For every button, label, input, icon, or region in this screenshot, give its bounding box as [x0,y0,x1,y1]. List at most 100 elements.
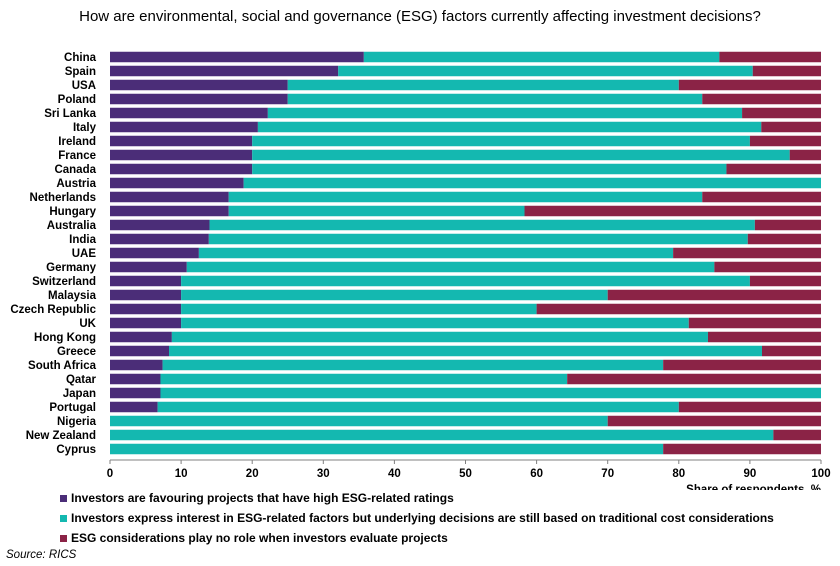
x-tick-label-90: 90 [744,468,757,480]
category-label-qatar: Qatar [66,374,97,386]
x-tick-label-60: 60 [530,468,543,480]
category-label-malaysia: Malaysia [48,290,97,302]
bar-spain-series-2 [752,65,821,77]
bar-australia-series-1 [209,219,755,231]
bar-portugal-series-1 [157,401,679,413]
bar-ireland-series-0 [110,135,253,147]
bar-spain-series-1 [338,65,753,77]
x-tick-label-0: 0 [107,468,113,480]
category-label-new-zealand: New Zealand [26,430,96,442]
bar-south-africa-series-0 [110,359,163,371]
bar-portugal-series-2 [678,401,821,413]
bar-germany-series-2 [714,261,821,273]
bar-cyprus-series-1 [110,443,664,455]
category-label-cyprus: Cyprus [56,444,96,456]
legend-item-no-role: ESG considerations play no role when inv… [60,528,774,548]
bar-austria-series-0 [110,177,244,189]
bar-poland-series-1 [287,93,703,105]
category-label-india: India [69,234,96,246]
category-label-usa: USA [72,80,96,92]
legend-item-favouring: Investors are favouring projects that ha… [60,488,774,508]
bar-uk-series-0 [110,317,182,329]
legend-label-interest: Investors express interest in ESG-relate… [71,511,774,525]
x-tick-label-30: 30 [317,468,330,480]
bar-hong-kong-series-2 [707,331,821,343]
category-label-czech-republic: Czech Republic [10,304,96,316]
category-label-uae: UAE [72,248,97,260]
bar-czech-republic-series-0 [110,303,182,315]
source-note: Source: RICS [6,549,77,561]
x-tick-label-50: 50 [459,468,472,480]
x-tick-label-70: 70 [601,468,614,480]
bar-new-zealand-series-1 [110,429,774,441]
bar-australia-series-0 [110,219,210,231]
bar-japan-series-1 [160,387,821,399]
bar-switzerland-series-2 [749,275,821,287]
bar-qatar-series-1 [160,373,568,385]
bar-qatar-series-2 [567,373,821,385]
bar-czech-republic-series-2 [536,303,821,315]
bar-germany-series-1 [186,261,715,273]
x-tick-label-80: 80 [672,468,685,480]
bar-china-series-2 [719,51,821,63]
category-label-ireland: Ireland [58,136,96,148]
bar-poland-series-0 [110,93,288,105]
bar-uae-series-0 [110,247,199,259]
bar-ireland-series-1 [252,135,750,147]
bar-india-series-0 [110,233,209,245]
bar-italy-series-2 [761,121,821,133]
bar-netherlands-series-0 [110,191,229,203]
bar-ireland-series-2 [749,135,821,147]
bar-czech-republic-series-1 [181,303,537,315]
bar-sri-lanka-series-0 [110,107,268,119]
legend-swatch-favouring [60,494,67,502]
bar-austria-series-1 [243,177,822,189]
bar-qatar-series-0 [110,373,161,385]
category-label-poland: Poland [58,94,96,106]
bar-netherlands-series-2 [702,191,821,203]
category-label-italy: Italy [73,122,97,134]
category-label-canada: Canada [54,164,96,176]
bar-new-zealand-series-2 [773,429,821,441]
category-label-greece: Greece [57,346,96,358]
category-label-uk: UK [79,318,96,330]
bar-france-series-0 [110,149,253,161]
bar-hong-kong-series-1 [171,331,708,343]
bar-malaysia-series-2 [607,289,821,301]
legend-swatch-interest [60,514,67,522]
category-label-china: China [64,52,97,64]
legend-label-favouring: Investors are favouring projects that ha… [71,491,454,505]
bar-china-series-1 [363,51,720,63]
x-axis-title: Share of respondents, % [686,484,821,490]
chart-plot: China Spain USA Poland Sri Lanka Italy Ireland… [10,51,831,490]
category-label-portugal: Portugal [49,402,96,414]
bar-usa-series-1 [287,79,679,91]
x-tick-label-10: 10 [175,468,188,480]
bar-japan-series-0 [110,387,161,399]
category-label-hungary: Hungary [49,206,96,218]
bar-germany-series-0 [110,261,187,273]
x-tick-label-40: 40 [388,468,401,480]
bar-spain-series-0 [110,65,339,77]
category-labels: China Spain USA Poland Sri Lanka Italy Ireland… [10,52,96,456]
bar-cyprus-series-2 [663,443,821,455]
category-label-sri-lanka: Sri Lanka [44,108,96,120]
bar-hungary-series-2 [524,205,821,217]
legend-swatch-no-role [60,534,67,542]
x-axis: 0 10 20 30 40 50 60 70 80 90 100 Share of responden… [107,459,831,490]
legend-item-interest: Investors express interest in ESG-relate… [60,508,774,528]
bar-canada-series-2 [726,163,821,175]
bar-nigeria-series-2 [607,415,821,427]
bar-india-series-2 [747,233,821,245]
bar-netherlands-series-1 [228,191,703,203]
category-label-france: France [58,150,96,162]
bar-malaysia-series-0 [110,289,182,301]
category-label-germany: Germany [46,262,96,274]
bar-uae-series-2 [673,247,821,259]
bar-nigeria-series-1 [110,415,608,427]
bar-uk-series-2 [688,317,821,329]
bar-india-series-1 [208,233,748,245]
bar-sri-lanka-series-2 [742,107,821,119]
bar-portugal-series-0 [110,401,158,413]
bar-china-series-0 [110,51,364,63]
